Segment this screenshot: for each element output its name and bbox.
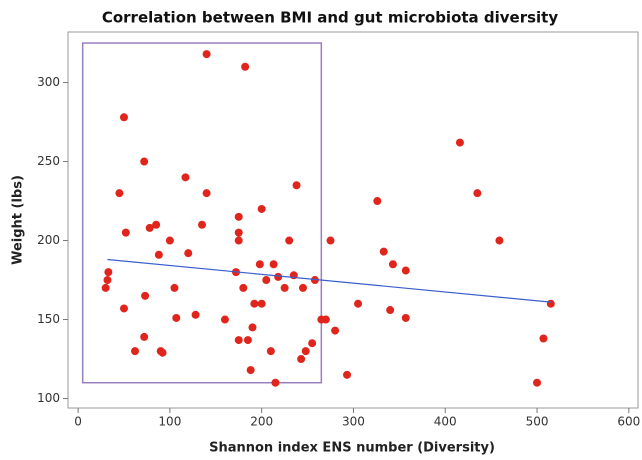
- scatter-point: [533, 378, 542, 387]
- scatter-point: [321, 315, 330, 324]
- scatter-point: [331, 326, 340, 335]
- scatter-point: [104, 268, 113, 277]
- scatter-point: [141, 291, 150, 300]
- x-tick-label: 100: [158, 415, 181, 429]
- scatter-point: [285, 236, 294, 245]
- y-tick-label: 100: [37, 391, 60, 405]
- y-tick-label: 200: [37, 233, 60, 247]
- scatter-point: [388, 260, 397, 269]
- scatter-point: [172, 313, 181, 322]
- chart-title: Correlation between BMI and gut microbio…: [102, 9, 559, 27]
- scatter-point: [308, 339, 317, 348]
- scatter-point: [401, 313, 410, 322]
- scatter-point: [257, 204, 266, 213]
- scatter-point: [473, 189, 482, 198]
- scatter-point: [274, 272, 283, 281]
- y-axis-label: Weight (lbs): [11, 175, 26, 265]
- x-tick-label: 300: [342, 415, 365, 429]
- scatter-point: [234, 228, 243, 237]
- scatter-point: [266, 347, 275, 356]
- highlight-region: [81, 42, 323, 384]
- scatter-point: [158, 348, 167, 357]
- scatter-point: [326, 236, 335, 245]
- scatter-point: [198, 220, 207, 229]
- scatter-point: [101, 283, 110, 292]
- plot-frame: [67, 31, 639, 409]
- scatter-point: [220, 315, 229, 324]
- x-tick-label: 0: [74, 415, 82, 429]
- scatter-point: [202, 50, 211, 59]
- scatter-point: [103, 276, 112, 285]
- trend-line: [107, 258, 551, 303]
- scatter-point: [115, 189, 124, 198]
- scatter-point: [386, 306, 395, 315]
- x-tick-label: 400: [434, 415, 457, 429]
- scatter-point: [297, 355, 306, 364]
- y-tick-label: 150: [37, 312, 60, 326]
- scatter-point: [241, 62, 250, 71]
- scatter-point: [140, 157, 149, 166]
- scatter-point: [539, 334, 548, 343]
- x-axis-label: Shannon index ENS number (Diversity): [209, 441, 495, 456]
- scatter-point: [379, 247, 388, 256]
- x-tick-label: 500: [526, 415, 549, 429]
- scatter-point: [119, 113, 128, 122]
- x-tick-label: 200: [250, 415, 273, 429]
- scatter-point: [191, 310, 200, 319]
- scatter-point: [184, 249, 193, 258]
- scatter-point: [121, 228, 130, 237]
- scatter-point: [154, 250, 163, 259]
- scatter-point: [145, 223, 154, 232]
- scatter-point: [246, 366, 255, 375]
- scatter-point: [257, 299, 266, 308]
- scatter-point: [181, 173, 190, 182]
- scatter-point: [343, 370, 352, 379]
- scatter-point: [280, 283, 289, 292]
- scatter-point: [373, 197, 382, 206]
- scatter-point: [248, 323, 257, 332]
- scatter-point: [243, 336, 252, 345]
- scatter-point: [152, 220, 161, 229]
- scatter-point: [202, 189, 211, 198]
- scatter-point: [119, 304, 128, 313]
- scatter-point: [239, 283, 248, 292]
- y-tick-label: 300: [37, 75, 60, 89]
- scatter-point: [546, 299, 555, 308]
- scatter-point: [455, 138, 464, 147]
- scatter-point: [234, 336, 243, 345]
- scatter-point: [292, 181, 301, 190]
- scatter-point: [170, 283, 179, 292]
- scatter-point: [354, 299, 363, 308]
- scatter-point: [250, 299, 259, 308]
- scatter-point: [234, 236, 243, 245]
- scatter-point: [301, 347, 310, 356]
- scatter-point: [234, 212, 243, 221]
- y-tick-label: 250: [37, 154, 60, 168]
- scatter-point: [269, 260, 278, 269]
- scatter-point: [298, 283, 307, 292]
- x-tick-label: 600: [617, 415, 640, 429]
- scatter-point: [401, 266, 410, 275]
- scatter-point: [140, 332, 149, 341]
- scatter-point: [131, 347, 140, 356]
- scatter-point: [165, 236, 174, 245]
- scatter-point: [255, 260, 264, 269]
- scatter-point: [262, 276, 271, 285]
- scatter-point: [271, 378, 280, 387]
- scatter-point: [495, 236, 504, 245]
